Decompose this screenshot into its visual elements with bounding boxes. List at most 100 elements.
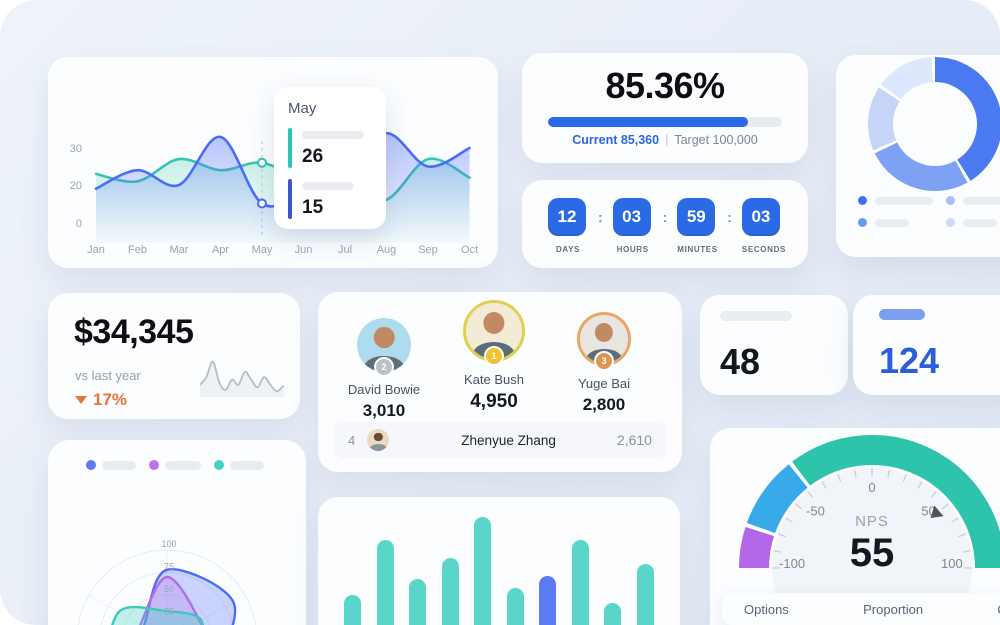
svg-text:25: 25 [164, 607, 174, 617]
bar[interactable] [604, 602, 622, 625]
bar[interactable] [474, 517, 492, 625]
divider: | [665, 133, 669, 147]
svg-text:May: May [252, 244, 273, 256]
rank-badge: 2 [374, 357, 394, 377]
revenue-delta: 17% [48, 383, 300, 410]
countdown-hours-value: 03 [612, 198, 651, 236]
donut-chart[interactable] [868, 57, 1000, 191]
chart-tooltip: May 26 15 [274, 87, 386, 229]
player-score: 3,010 [362, 401, 406, 420]
radar-chart: 1007550250 [77, 539, 257, 625]
legend-dot [946, 196, 955, 205]
accent-pill [879, 309, 925, 320]
svg-text:Sep: Sep [418, 244, 438, 256]
line-chart[interactable]: 30 20 0 Jan Feb Mar Apr May Jun Jul Aug Sep Oct [48, 57, 498, 268]
tooltip-item: 26 [288, 128, 372, 168]
legend-item [858, 196, 933, 205]
svg-text:0: 0 [868, 480, 875, 495]
countdown-unit-minutes: 59 MINUTES [677, 198, 717, 254]
countdown-seconds-value: 03 [741, 198, 780, 236]
bar[interactable] [539, 575, 557, 625]
svg-text:Oct: Oct [461, 244, 478, 256]
line-chart-card: 30 20 0 Jan Feb Mar Apr May Jun Jul Aug Sep Oct May … [48, 57, 498, 268]
podium-rank3[interactable]: 3 Yuge Bai 2,800 [544, 312, 664, 415]
svg-text:NPS: NPS [855, 513, 889, 530]
kpi-value: 124 [879, 340, 940, 381]
skeleton-bar [302, 182, 354, 190]
countdown-minutes-label: MINUTES [677, 245, 718, 254]
player-name: David Bowie [347, 382, 421, 397]
bar[interactable] [506, 587, 524, 625]
svg-text:-100: -100 [779, 556, 805, 571]
legend-dot [946, 218, 955, 227]
podium-rank1[interactable]: 1 Kate Bush 4,950 [434, 300, 554, 413]
tab-que[interactable]: Que [997, 602, 1000, 617]
svg-text:Apr: Apr [212, 244, 229, 256]
svg-text:Feb: Feb [128, 244, 147, 256]
svg-text:Aug: Aug [377, 244, 397, 256]
radar-chart-card: 1007550250 [48, 440, 306, 625]
progress-target: Target 100,000 [674, 133, 758, 147]
kpi-value: 48 [720, 341, 761, 382]
bar[interactable] [376, 539, 394, 625]
revenue-card: $34,345 vs last year 17% [48, 293, 300, 419]
radar-legend [86, 460, 264, 470]
legend-dot [858, 218, 867, 227]
player-score: 4,950 [470, 391, 518, 412]
countdown-seconds-label: SECONDS [741, 245, 786, 254]
revenue-delta-value: 17% [93, 390, 128, 409]
legend-item [149, 460, 201, 470]
bar[interactable] [409, 578, 427, 625]
player-score: 2,800 [582, 395, 626, 414]
skeleton-bar [302, 131, 364, 139]
skeleton-bar [720, 311, 792, 321]
svg-text:50: 50 [164, 584, 174, 594]
tooltip-item: 15 [288, 179, 372, 219]
legend-dot [86, 460, 96, 470]
leaderboard-card: 2 David Bowie 3,010 1 Kate Bush 4,950 3 … [318, 292, 682, 472]
tab-proportion[interactable]: Proportion [863, 601, 924, 617]
revenue-caption: vs last year [75, 368, 141, 383]
skeleton-bar [165, 460, 201, 470]
tooltip-value: 26 [302, 146, 324, 167]
countdown-separator: : [662, 209, 668, 225]
countdown-separator: : [597, 209, 603, 225]
tab-options[interactable]: Options [744, 601, 789, 617]
avatar [367, 429, 390, 451]
bar[interactable] [441, 557, 459, 625]
donut-chart-card [836, 55, 1000, 257]
countdown-days-value: 12 [548, 198, 586, 236]
svg-text:55: 55 [850, 531, 895, 575]
legend-dot [214, 460, 224, 470]
rank-badge: 3 [594, 351, 614, 371]
skeleton-bar [102, 460, 136, 470]
svg-text:Jan: Jan [87, 244, 105, 256]
legend-item [214, 460, 264, 470]
bar-chart-card [318, 497, 680, 625]
svg-text:75: 75 [164, 562, 174, 572]
revenue-amount: $34,345 [74, 313, 194, 351]
bar-chart[interactable] [318, 497, 680, 625]
svg-text:30: 30 [70, 143, 82, 155]
leaderboard-row[interactable]: 4 Zhenyue Zhang 2,610 [334, 422, 666, 458]
sparkline [200, 360, 284, 397]
bar[interactable] [344, 595, 361, 625]
svg-text:Jul: Jul [338, 244, 352, 256]
progress-track [548, 117, 782, 127]
countdown-unit-seconds: 03 SECONDS [741, 198, 786, 254]
row-rank: 4 [348, 432, 356, 448]
countdown-days-label: DAYS [555, 245, 581, 254]
tab-bar: Options Proportion Que [722, 593, 1000, 625]
progress-caption: Current 85,360 | Target 100,000 [522, 133, 808, 147]
podium-rank2[interactable]: 2 David Bowie 3,010 [324, 318, 444, 421]
progress-card: 85.36% Current 85,360 | Target 100,000 [522, 53, 808, 163]
progress-percent: 85.36% [605, 65, 725, 106]
kpi-card-small: 48 [700, 295, 848, 395]
bar[interactable] [571, 539, 589, 625]
bar[interactable] [636, 563, 654, 625]
skeleton-bar [875, 218, 909, 227]
svg-text:0: 0 [76, 218, 82, 230]
kpi-card-blue: 124 [853, 295, 1000, 395]
